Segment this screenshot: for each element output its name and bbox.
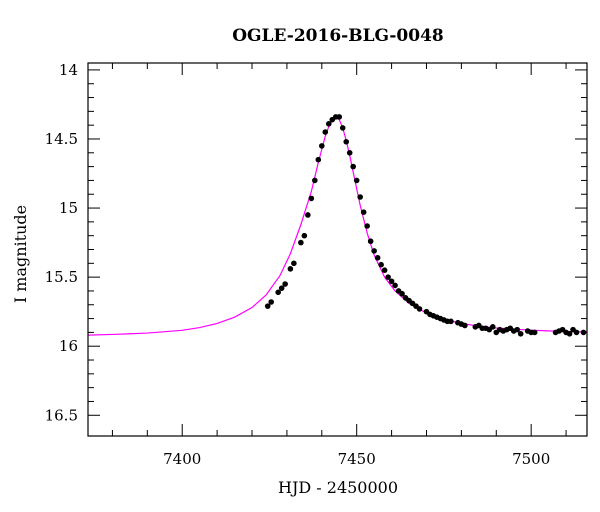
data-point [531, 329, 538, 336]
data-point [357, 194, 363, 200]
y-tick-label: 16 [59, 337, 78, 355]
data-point [308, 195, 315, 202]
data-point [315, 156, 322, 163]
data-point [305, 212, 311, 218]
data-point [399, 290, 405, 297]
tick-labels: 7400 7450 7500 14 14.5 15 15.5 16 16.5 [45, 61, 551, 468]
data-point [264, 303, 271, 309]
data-point [287, 266, 294, 272]
data-point [514, 326, 521, 333]
data-point [312, 177, 318, 184]
data-point [517, 330, 524, 337]
y-tick-label: 15.5 [45, 268, 78, 286]
data-point [360, 209, 367, 215]
data-point [268, 299, 275, 305]
data-point [489, 324, 496, 330]
data-point [319, 143, 325, 149]
data-point [353, 177, 360, 184]
data-point [346, 150, 353, 156]
plot-frame [87, 62, 588, 437]
data-point [350, 163, 357, 170]
data-points [264, 114, 587, 337]
y-tick-label: 14.5 [45, 130, 78, 148]
data-point [291, 260, 297, 267]
y-tick-label: 16.5 [45, 406, 78, 424]
data-point [301, 232, 308, 239]
axis-ticks [88, 63, 587, 436]
data-point [336, 114, 343, 120]
data-point [364, 223, 370, 229]
data-point [298, 239, 304, 246]
x-tick-label: 7500 [512, 450, 550, 468]
data-point [566, 330, 573, 337]
data-point [371, 248, 377, 254]
data-point [325, 120, 332, 127]
data-point [282, 281, 288, 287]
data-point [462, 322, 468, 329]
x-tick-label: 7450 [338, 450, 376, 468]
data-point [339, 125, 346, 131]
y-axis-label: I magnitude [11, 205, 30, 303]
data-point [392, 282, 398, 289]
data-point [367, 238, 374, 245]
y-tick-label: 15 [59, 199, 78, 217]
data-point [388, 278, 395, 285]
y-tick-label: 14 [59, 61, 78, 79]
data-point [573, 329, 580, 336]
data-point [381, 267, 388, 274]
x-tick-label: 7400 [163, 450, 201, 468]
data-point [385, 274, 391, 280]
data-point [278, 285, 285, 291]
x-axis-label: HJD - 2450000 [278, 478, 398, 497]
chart-title: OGLE-2016-BLG-0048 [232, 26, 444, 46]
plot-area [87, 114, 588, 337]
data-point [580, 329, 587, 336]
data-point [343, 138, 350, 145]
data-point [374, 254, 381, 261]
data-point [378, 261, 384, 268]
data-point [448, 318, 454, 325]
data-point [322, 129, 329, 135]
data-point [275, 289, 281, 296]
data-point [416, 306, 423, 312]
model-curve [87, 116, 588, 336]
